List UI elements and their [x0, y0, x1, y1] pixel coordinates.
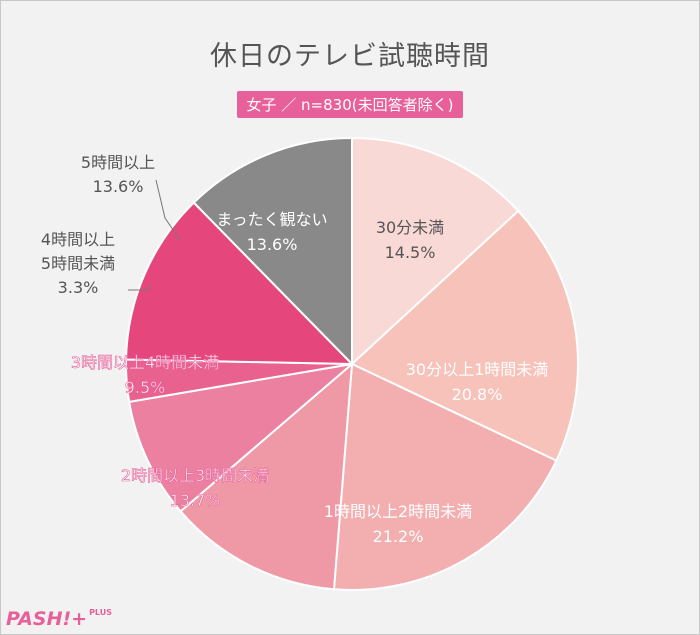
chart-title: 休日のテレビ試聴時間 [210, 41, 490, 72]
brand-logo-text: PASH!+ [6, 608, 88, 630]
slice-label: 1時間以上2時間未満 [324, 502, 472, 521]
brand-logo: PASH!+ PLUS [6, 608, 112, 630]
slice-label: 2時間以上3時間未満 [121, 466, 269, 485]
subtitle-wrap: 女子 ／ n=830(未回答者除く) [0, 91, 700, 118]
slice-value-label: 21.2% [373, 527, 424, 546]
pie-slice [128, 362, 356, 513]
slice-label: 5時間未満 [41, 254, 115, 273]
slice-label: 4時間以上 [41, 230, 115, 249]
slice-value-label: 14.5% [385, 243, 436, 262]
slice-label: 30分以上1時間未満 [406, 360, 549, 379]
slice-label: 30分未満 [376, 218, 444, 237]
leader-line [155, 179, 181, 241]
brand-logo-sub: PLUS [89, 608, 112, 617]
slice-value-label: 3.3% [58, 278, 99, 297]
slice-value-label: 13.6% [93, 177, 144, 196]
slice-value-label: 9.5% [125, 378, 166, 397]
slice-label: 3時間以上4時間未満 [71, 353, 219, 372]
chart-subtitle: 女子 ／ n=830(未回答者除く) [236, 91, 464, 118]
slice-label: 5時間以上 [81, 153, 155, 172]
slice-value-label: 20.8% [452, 385, 503, 404]
pie-slice [350, 209, 579, 462]
slice-label: まったく観ない [216, 210, 327, 229]
slice-value-label: 13.6% [247, 235, 298, 254]
pie-slice [125, 201, 355, 366]
pie-slice [351, 136, 520, 367]
pie-slice [332, 362, 558, 591]
leader-line [128, 284, 151, 291]
slice-value-label: 13.7% [170, 491, 221, 510]
pie-slice [179, 361, 354, 591]
pie-slice [192, 136, 353, 367]
